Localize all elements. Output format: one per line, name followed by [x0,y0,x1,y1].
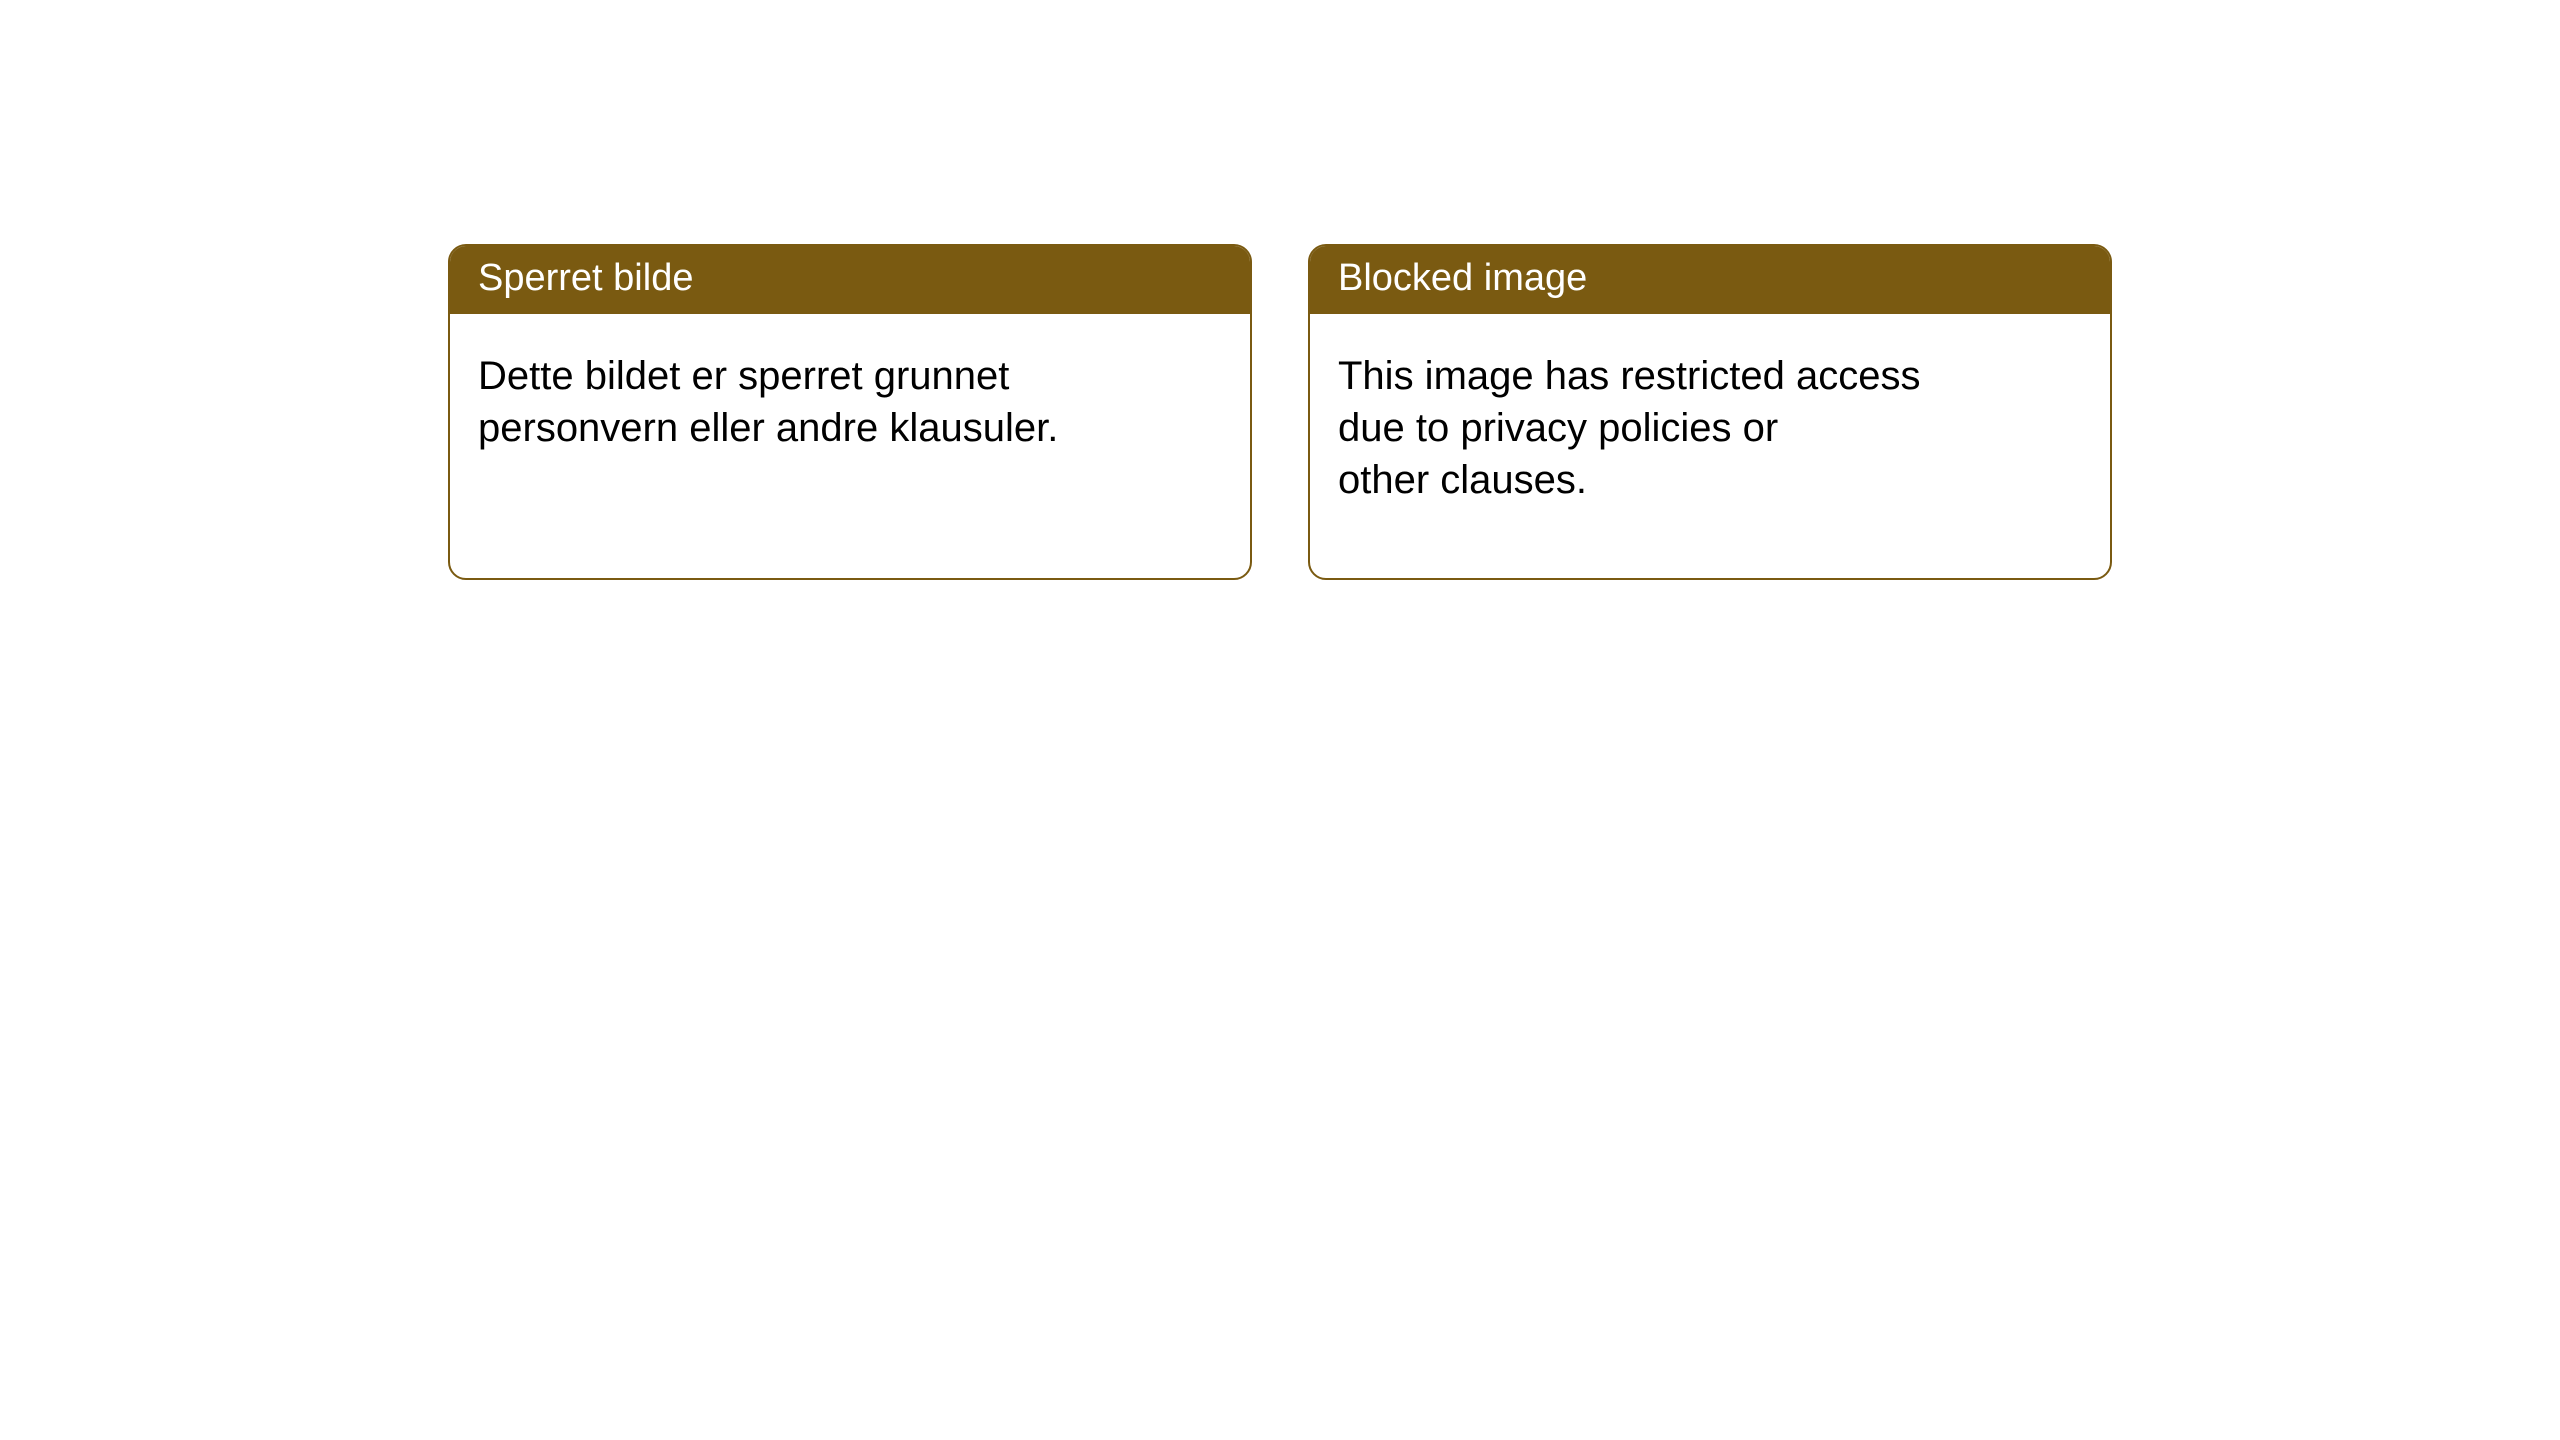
card-header-norwegian: Sperret bilde [450,246,1250,314]
blocked-image-notice-container: Sperret bilde Dette bildet er sperret gr… [0,0,2560,580]
card-body-norwegian: Dette bildet er sperret grunnet personve… [450,314,1250,482]
blocked-image-card-english: Blocked image This image has restricted … [1308,244,2112,580]
blocked-image-card-norwegian: Sperret bilde Dette bildet er sperret gr… [448,244,1252,580]
card-header-english: Blocked image [1310,246,2110,314]
card-body-english: This image has restricted access due to … [1310,314,2110,534]
